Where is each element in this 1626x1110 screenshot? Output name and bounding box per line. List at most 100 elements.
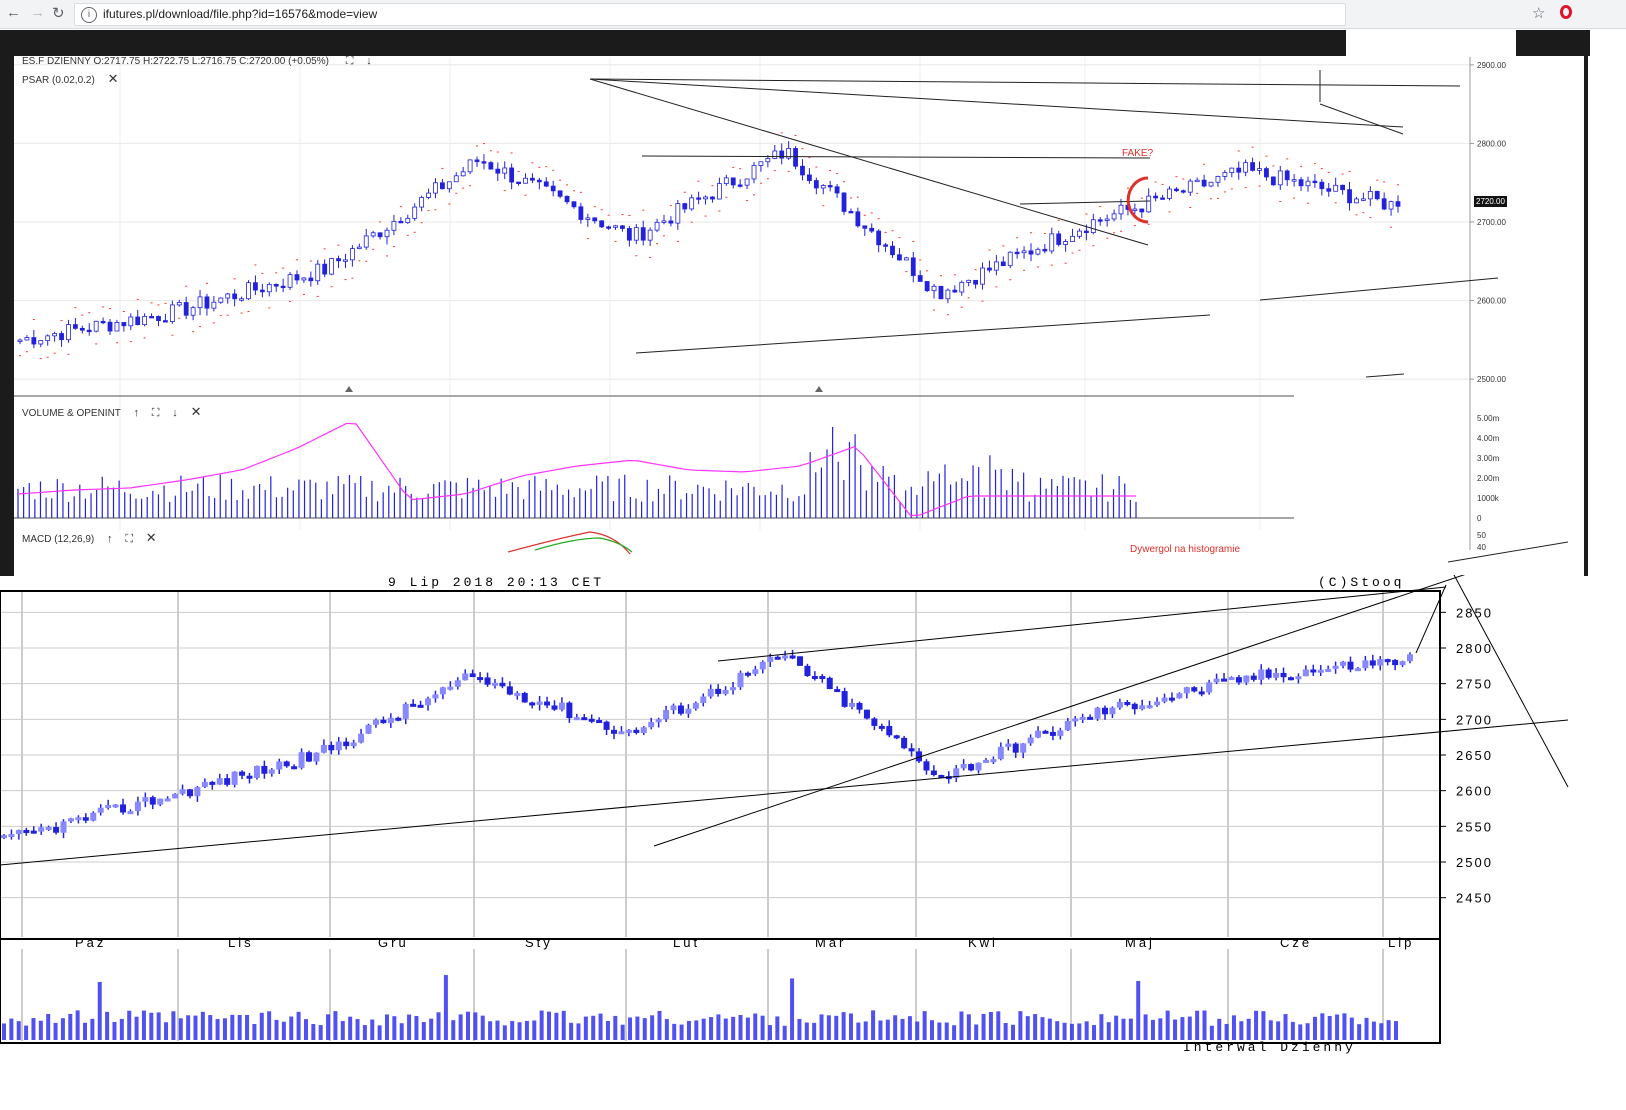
psar-dot [884, 231, 887, 233]
candle-body [758, 161, 764, 166]
psar-dot [178, 317, 181, 319]
arrow-left-icon[interactable]: ← [6, 4, 21, 21]
candle-body [916, 751, 923, 762]
candle-body [1027, 737, 1034, 744]
candle-body [959, 282, 965, 293]
candle-body [372, 719, 379, 725]
volume-bar [303, 1019, 308, 1040]
price-tick-label: 2600.00 [1477, 297, 1506, 306]
volume-bar [628, 1017, 633, 1040]
psar-dot [759, 182, 762, 184]
volume-bar [524, 1020, 529, 1040]
black-band [0, 30, 1346, 56]
candle-body [789, 655, 796, 659]
psar-dot [1320, 168, 1323, 170]
candle-body [1132, 208, 1138, 211]
candle-body [1395, 201, 1401, 207]
volume-bar [252, 1024, 257, 1040]
candle-body [1312, 180, 1318, 184]
triangle-marker [345, 386, 353, 392]
psar-dot [531, 162, 534, 164]
macd-signal-line [534, 537, 633, 553]
price-tick-label: 2750 [1456, 677, 1493, 692]
month-label: Lis [228, 935, 254, 950]
candle-body [469, 673, 476, 678]
arrow-up-icon[interactable]: ↑ [133, 407, 140, 419]
volume-bar [547, 1011, 552, 1040]
candle-body [1079, 716, 1086, 720]
candle-body [387, 717, 394, 724]
candle-body [779, 150, 785, 159]
candle-body [1340, 661, 1347, 666]
volume-bar [1025, 1016, 1030, 1040]
volume-bar [1099, 1014, 1104, 1040]
candle-body [38, 340, 44, 345]
volume-bar [1180, 1017, 1185, 1040]
candle-body [1146, 195, 1152, 213]
volume-bar [222, 1018, 227, 1040]
candle-body [1035, 248, 1041, 255]
macd-label: MACD (12,26,9) [22, 534, 95, 545]
candle-body [315, 263, 321, 282]
trend-line [1447, 541, 1569, 563]
price-tick-label: 2450 [1456, 891, 1493, 906]
candle-body [433, 182, 438, 194]
candle-body [24, 337, 30, 341]
psar-dot [572, 190, 575, 192]
psar-dot [960, 306, 963, 308]
star-icon[interactable]: ☆ [1532, 5, 1546, 22]
candle-body [38, 827, 45, 832]
candle-body [953, 768, 960, 779]
close-icon[interactable]: ✕ [107, 71, 119, 86]
candle-body [1367, 191, 1373, 200]
psar-dot [746, 200, 749, 202]
close-icon[interactable]: ✕ [145, 530, 157, 545]
month-label: Cze [1280, 935, 1312, 950]
expand-icon[interactable]: ⛶ [125, 533, 134, 545]
volume-bar [988, 1011, 993, 1040]
volume-bar [200, 1011, 205, 1040]
psar-dot [1286, 158, 1289, 160]
psar-dot [1376, 179, 1379, 181]
volume-bar [458, 1014, 463, 1040]
candle-body [744, 178, 750, 186]
volume-bar [591, 1015, 596, 1040]
psar-dot [1293, 197, 1296, 199]
volume-bar [9, 1018, 14, 1040]
candle-body [268, 769, 275, 774]
candle-body [1325, 668, 1332, 672]
candle-body [626, 228, 632, 241]
psar-dot [150, 302, 153, 304]
candle-body [45, 827, 52, 831]
volume-bar [1327, 1015, 1332, 1040]
expand-icon[interactable]: ⛶ [151, 407, 160, 419]
arrow-down-icon[interactable]: ↓ [366, 55, 372, 67]
reload-icon[interactable]: ↻ [52, 5, 65, 22]
volume-bar [510, 1021, 515, 1040]
price-tick-label: 2650 [1456, 748, 1493, 763]
psar-dot [1251, 146, 1254, 148]
expand-icon[interactable]: ⛶ [345, 55, 354, 67]
psar-dot [441, 167, 444, 169]
candle-body [689, 197, 695, 210]
psar-dot [102, 306, 105, 308]
volume-bar [569, 1022, 574, 1040]
arrow-up-icon[interactable]: ↑ [107, 533, 113, 545]
month-label: Lip [1388, 935, 1414, 950]
close-icon[interactable]: ✕ [190, 404, 202, 419]
candle-body [682, 203, 688, 210]
month-label: Maj [1125, 935, 1155, 950]
opera-icon[interactable] [1560, 5, 1572, 19]
volume-bar [1106, 1022, 1111, 1040]
psar-dot [67, 353, 70, 355]
arrow-down-icon[interactable]: ↓ [172, 407, 178, 419]
candle-body [772, 150, 778, 159]
candle-body [225, 293, 231, 299]
address-bar[interactable]: i ifutures.pl/download/file.php?id=16576&… [74, 3, 1346, 26]
arrow-right-icon[interactable]: → [30, 4, 45, 21]
candle-body [179, 789, 186, 794]
psar-dot [829, 169, 832, 171]
info-icon[interactable]: i [81, 6, 97, 23]
psar-dot [649, 256, 652, 258]
volume-bar [281, 1021, 286, 1040]
